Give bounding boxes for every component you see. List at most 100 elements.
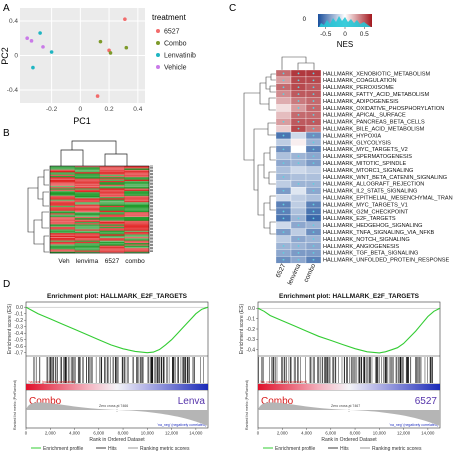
gsea-rank-gradient (258, 384, 440, 390)
pca-point (49, 50, 54, 54)
gene-heatmap-cell (50, 182, 76, 184)
pca-legend-swatch (156, 41, 160, 45)
nes-heatmap-cell (275, 166, 292, 174)
gene-heatmap-column-label: Veh (58, 258, 70, 265)
gene-heatmap-cell (124, 189, 150, 192)
gene-heatmap-cell (74, 185, 100, 188)
nes-heatmap-row-label: HALLMARK_MYC_TARGETS_V1 (323, 202, 408, 208)
gene-heatmap-cell (124, 200, 150, 203)
gsea-x-axis-label: Rank in Ordered Dataset (321, 437, 377, 443)
gene-heatmap-cell (74, 239, 100, 241)
gene-heatmap-cell (74, 192, 100, 194)
pca-x-axis-label: PC1 (73, 116, 91, 126)
gene-heatmap-cell (50, 249, 76, 251)
gene-heatmap-cell (50, 205, 76, 208)
pca-y-axis-label: PC2 (0, 47, 10, 65)
nes-heatmap-row-label: HALLMARK_TNFA_SIGNALING_VIA_NFKB (323, 230, 435, 236)
nes-heatmap-cell (275, 104, 292, 112)
gene-heatmap-cell (99, 207, 125, 209)
gene-heatmap-cell (124, 192, 150, 194)
gene-heatmap: Veh lenvima 6527 combo (27, 140, 153, 265)
nes-heatmap-row-label: HALLMARK_HYPOXIA (323, 133, 381, 139)
gene-heatmap-cell (124, 173, 150, 175)
gene-heatmap-cell (99, 243, 125, 245)
gene-heatmap-cell (74, 221, 100, 224)
gene-heatmap-cell (74, 180, 100, 183)
gsea-x-tick-label: 12,000 (165, 431, 179, 436)
nes-significance-dot (282, 210, 285, 213)
gene-heatmap-cell (74, 198, 100, 200)
gene-heatmap-cell (124, 182, 150, 184)
gene-heatmap-cell (124, 207, 150, 209)
gene-heatmap-cell (74, 244, 100, 246)
gene-heatmap-cell (50, 200, 76, 203)
nes-significance-dot (312, 141, 315, 144)
gene-heatmap-cell (50, 184, 76, 187)
gsea-rank-axis-label: Ranked list metric (PreRanked) (245, 380, 249, 430)
gene-heatmap-cell (99, 197, 125, 199)
gene-heatmap-cell (99, 248, 125, 250)
pca-legend-swatch (156, 65, 160, 69)
nes-heatmap-cell (275, 125, 292, 133)
nes-heatmap-row-label: HALLMARK_MITOTIC_SPINDLE (323, 161, 406, 167)
gsea-es-tick-label: -0.3 (14, 325, 23, 331)
gene-heatmap-cell (124, 226, 150, 229)
gene-heatmap-cells (49, 165, 153, 254)
gene-heatmap-cell (124, 231, 150, 234)
gene-heatmap-cell (124, 193, 150, 195)
gene-heatmap-cell (74, 241, 100, 244)
gene-heatmap-cell (50, 251, 76, 254)
nes-heatmap-cell (275, 138, 292, 147)
pca-point (29, 39, 34, 43)
pca-x-tick-label: 0.4 (133, 106, 142, 113)
gsea-frame (25, 301, 209, 429)
gene-heatmap-cell (124, 180, 150, 183)
gene-heatmap-cell (74, 184, 100, 187)
gene-heatmap-cell (99, 224, 125, 226)
gene-heatmap-cell (124, 228, 150, 230)
gene-heatmap-cell (50, 223, 76, 225)
gsea-es-axis-label: Enrichment score (ES) (239, 304, 245, 355)
nes-heatmap-cell (305, 173, 322, 181)
gene-heatmap-cell (99, 236, 125, 239)
nes-heatmap-cell (290, 187, 307, 195)
gsea-gradient-label-right: Lenva (178, 396, 206, 407)
gsea-x-tick-label: 14,000 (421, 431, 435, 436)
gene-heatmap-cell (99, 166, 125, 168)
gene-heatmap-cell (50, 241, 76, 244)
gene-heatmap-cell (74, 220, 100, 223)
gene-heatmap-cell (74, 170, 100, 173)
nes-significance-dot (282, 231, 285, 234)
gene-heatmap-cell (50, 183, 76, 185)
gsea-x-tick-label: 4,000 (69, 431, 80, 436)
gsea-es-axis-label: Enrichment score (ES) (7, 304, 13, 355)
panel-label-d: D (3, 279, 10, 290)
gene-heatmap-cell (99, 184, 125, 187)
pca-legend: 6527 Combo Lenvatinib Vehicle (156, 29, 196, 72)
nes-heatmap-row-label: HALLMARK_PANCREAS_BETA_CELLS (323, 120, 425, 126)
gene-heatmap-cell (50, 244, 76, 246)
gsea-es-tick-label: -0.4 (14, 331, 23, 337)
nes-significance-dot (312, 113, 315, 116)
gene-heatmap-cell (99, 208, 125, 210)
gene-heatmap-column-label: 6527 (105, 258, 120, 265)
gene-heatmap-cell (99, 168, 125, 171)
nes-heatmap: 0 -0.5 0 0.5 NES HALLMARK_XENOBIOTIC_METAB… (243, 14, 453, 286)
nes-significance-dot (282, 176, 285, 178)
gene-heatmap-cell (124, 177, 150, 179)
gene-heatmap-cell (124, 195, 150, 198)
gene-heatmap-column-dendrogram (60, 140, 128, 166)
pca-point (123, 17, 127, 22)
gene-heatmap-cell (99, 220, 125, 223)
gene-heatmap-cell (74, 240, 100, 243)
gene-heatmap-cell (50, 197, 76, 199)
pca-tick-labels: -0.2 0 0.2 0.4 0.4 0 -0.4 (7, 18, 143, 113)
nes-significance-dot (282, 93, 285, 96)
gene-heatmap-cell (74, 218, 100, 220)
gene-heatmap-cell (99, 202, 125, 204)
gene-heatmap-cell (99, 182, 125, 184)
gsea-x-tick-label: 6,000 (93, 431, 104, 436)
gene-heatmap-cell (50, 180, 76, 183)
gene-heatmap-cell (74, 177, 100, 179)
gene-heatmap-cell (74, 207, 100, 209)
